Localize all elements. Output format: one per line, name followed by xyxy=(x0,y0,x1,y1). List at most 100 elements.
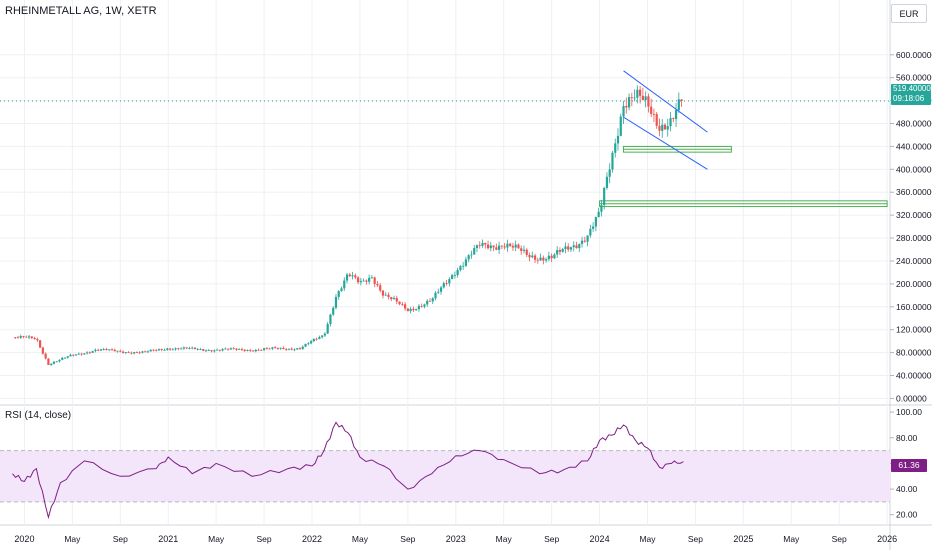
candle-body xyxy=(359,281,362,283)
candle-body xyxy=(254,349,257,352)
y-tick-label: 480.00000 xyxy=(896,119,932,129)
y-tick-label: 120.00000 xyxy=(896,325,932,335)
candle-body xyxy=(168,348,172,350)
candle-body xyxy=(174,348,177,350)
rsi-tick-label: 20.00 xyxy=(896,510,918,520)
y-tick-label: 0.00000 xyxy=(896,393,927,403)
candle-body xyxy=(157,349,161,351)
candle-body xyxy=(572,245,575,248)
candle-body xyxy=(166,348,169,350)
candle-body xyxy=(348,274,351,277)
candle-body xyxy=(486,244,490,249)
y-tick-label: 240.00000 xyxy=(896,256,932,266)
candle-body xyxy=(426,300,429,305)
candle-body xyxy=(578,243,581,249)
candle-body xyxy=(423,304,426,307)
candle-body xyxy=(376,283,379,286)
candle-body xyxy=(542,257,545,261)
x-tick-label: 2022 xyxy=(302,534,322,544)
candle-body xyxy=(265,348,268,350)
rsi-tick-label: 40.00 xyxy=(896,484,918,494)
candle-body xyxy=(204,350,208,352)
candle-body xyxy=(525,249,528,255)
candle-body xyxy=(113,349,116,352)
candle-body xyxy=(287,348,291,350)
currency-button[interactable]: EUR xyxy=(891,4,927,23)
x-tick-label: 2024 xyxy=(590,534,610,544)
candle-body xyxy=(218,349,221,351)
x-tick-label: 2021 xyxy=(158,534,178,544)
x-tick-label: May xyxy=(496,534,513,544)
rsi-line xyxy=(12,421,684,520)
candle-body xyxy=(163,349,166,351)
y-tick-label: 360.00000 xyxy=(896,187,932,197)
y-tick-label: 80.00000 xyxy=(896,348,932,358)
candle-body xyxy=(141,351,144,353)
candle-body xyxy=(285,349,288,350)
candle-body xyxy=(373,277,376,284)
candle-body xyxy=(14,337,17,338)
candle-body xyxy=(672,118,675,120)
candle-body xyxy=(193,347,197,350)
candle-body xyxy=(564,246,567,250)
candle-body xyxy=(608,169,611,177)
candle-body xyxy=(149,349,152,352)
candle-body xyxy=(553,254,556,259)
candle-body xyxy=(19,336,22,338)
candle-body xyxy=(531,255,534,258)
candle-body xyxy=(401,304,404,305)
candle-body xyxy=(119,350,122,352)
candle-body xyxy=(72,354,75,356)
candle-body xyxy=(492,245,495,248)
candle-body xyxy=(312,338,315,342)
candle-body xyxy=(484,242,487,245)
candle-body xyxy=(677,99,680,111)
rsi-value-label: 61.36 xyxy=(891,459,927,472)
candle-body xyxy=(315,338,318,340)
candle-body xyxy=(589,228,592,236)
y-tick-label: 600.00000 xyxy=(896,50,932,60)
candle-body xyxy=(251,350,255,352)
candle-body xyxy=(329,314,332,325)
candle-body xyxy=(545,259,548,261)
candle-body xyxy=(135,352,138,353)
rsi-title: RSI (14, close) xyxy=(5,410,72,421)
candle-body xyxy=(379,285,382,291)
candle-body xyxy=(345,274,349,281)
candle-body xyxy=(547,255,550,260)
candle-body xyxy=(235,348,238,350)
candle-body xyxy=(462,265,465,267)
candle-body xyxy=(16,337,20,339)
candle-body xyxy=(412,308,415,311)
x-tick-label: 2020 xyxy=(14,534,34,544)
last-price-value: 519.40000 xyxy=(893,84,931,93)
candle-body xyxy=(506,243,509,248)
candle-body xyxy=(99,349,103,351)
candle-body xyxy=(453,275,456,276)
candle-body xyxy=(420,306,423,307)
candle-body xyxy=(61,357,64,360)
y-tick-label: 320.00000 xyxy=(896,210,932,220)
channel-line xyxy=(623,116,708,170)
candle-body xyxy=(94,349,97,352)
candle-body xyxy=(188,348,191,349)
candle-body xyxy=(450,275,454,280)
candle-body xyxy=(392,298,396,300)
symbol-title: RHEINMETALL AG, 1W, XETR xyxy=(5,5,157,17)
candle-body xyxy=(586,235,589,242)
candle-body xyxy=(271,347,274,349)
candle-body xyxy=(415,309,418,311)
candle-body xyxy=(614,143,617,153)
candle-body xyxy=(611,152,614,170)
candle-body xyxy=(80,353,83,355)
candle-body xyxy=(182,347,185,349)
candle-body xyxy=(301,346,304,349)
candle-body xyxy=(110,349,114,351)
candle-body xyxy=(50,363,53,365)
candle-body xyxy=(409,308,412,312)
candle-body xyxy=(91,351,94,353)
candle-body xyxy=(498,245,501,250)
candle-body xyxy=(138,352,141,354)
